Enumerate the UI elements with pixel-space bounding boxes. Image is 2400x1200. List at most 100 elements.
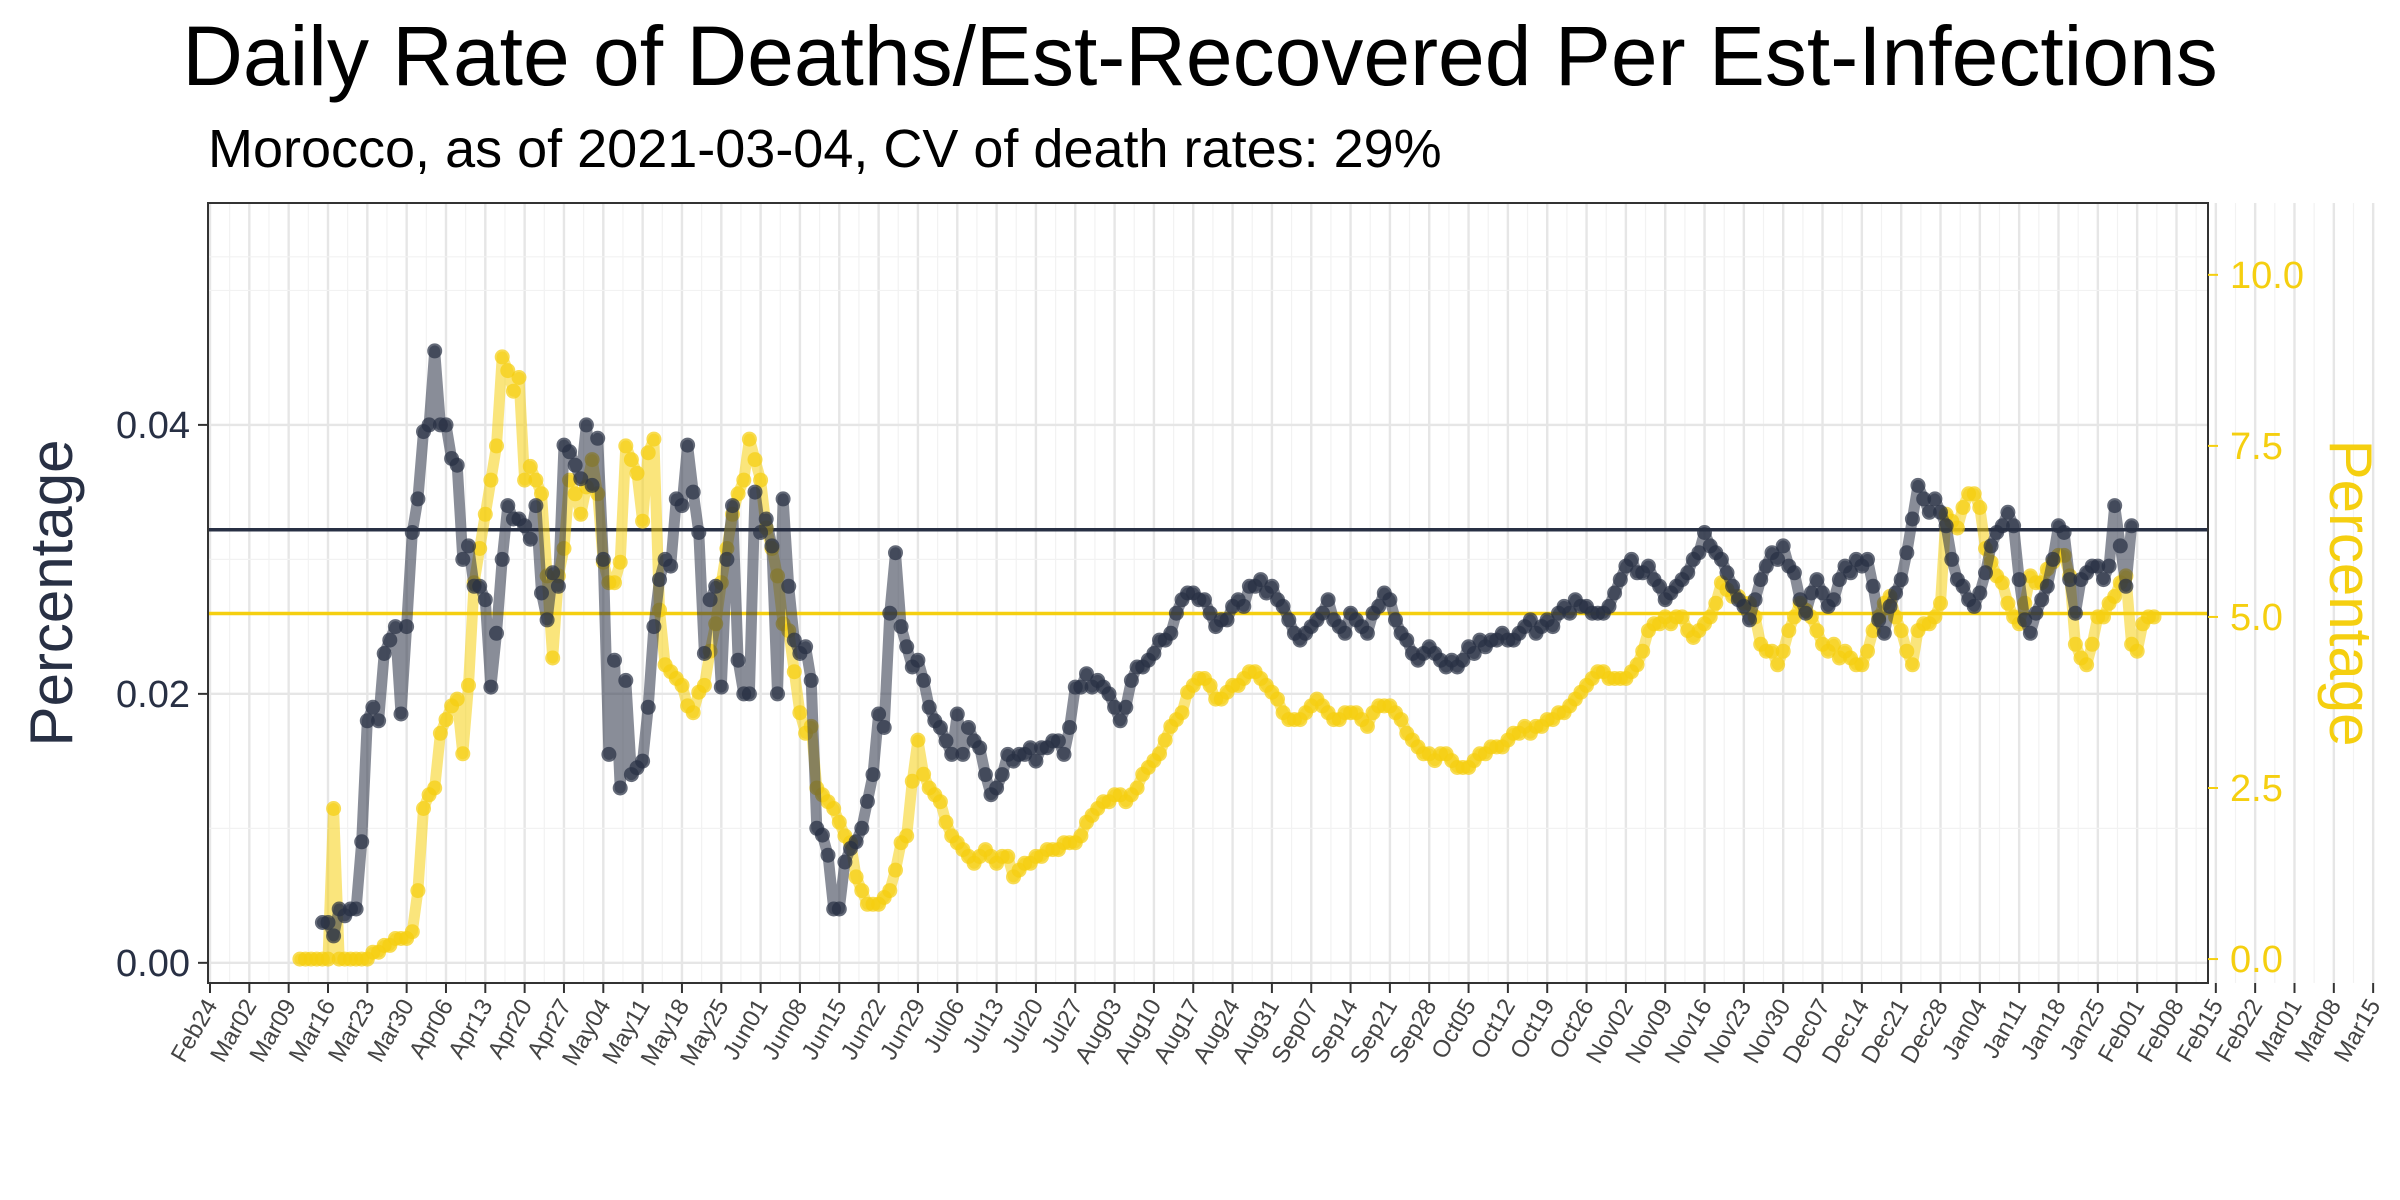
- deaths-data-point: [949, 706, 965, 722]
- y-axis-left-label: Percentage: [18, 440, 85, 747]
- deaths-data-point: [1725, 578, 1741, 594]
- recovered-data-point: [2000, 595, 2016, 611]
- deaths-data-point: [2011, 572, 2027, 588]
- deaths-data-point: [775, 491, 791, 507]
- deaths-data-point: [2096, 572, 2111, 588]
- recovered-data-point: [1770, 657, 1786, 673]
- recovered-data-point: [635, 513, 651, 529]
- recovered-data-point: [646, 431, 662, 447]
- deaths-data-point: [326, 928, 342, 944]
- x-tick-label: Jul13: [958, 995, 1010, 1058]
- deaths-data-point: [1388, 612, 1403, 628]
- recovered-data-point: [1994, 575, 2010, 591]
- deaths-data-point: [1253, 572, 1269, 588]
- deaths-data-point: [691, 525, 707, 540]
- recovered-data-point: [326, 801, 342, 816]
- deaths-data-point: [1168, 605, 1184, 621]
- deaths-data-point: [972, 740, 988, 756]
- recovered-data-point: [573, 506, 589, 522]
- recovered-data-point: [1949, 520, 1965, 536]
- deaths-data-point: [2056, 525, 2072, 540]
- deaths-data-point: [1236, 598, 1252, 614]
- deaths-data-point: [1022, 740, 1038, 756]
- deaths-data-point: [899, 639, 915, 655]
- deaths-data-point: [814, 827, 830, 843]
- recovered-data-point: [612, 554, 628, 570]
- deaths-data-point: [1893, 572, 1909, 588]
- recovered-data-point: [1899, 643, 1915, 659]
- deaths-data-point: [1921, 504, 1937, 520]
- deaths-data-point: [708, 578, 724, 594]
- deaths-data-point: [522, 531, 538, 547]
- recovered-data-point: [1202, 677, 1218, 693]
- deaths-data-point: [786, 632, 802, 648]
- recovered-data-point: [1152, 746, 1167, 762]
- deaths-data-point: [584, 477, 600, 493]
- recovered-data-point: [1786, 609, 1802, 625]
- deaths-data-point: [2101, 558, 2117, 574]
- recovered-data-point: [640, 445, 656, 461]
- deaths-data-point: [910, 652, 926, 668]
- recovered-data-point: [438, 712, 454, 728]
- deaths-data-point: [1933, 504, 1948, 520]
- deaths-data-point: [820, 847, 836, 863]
- deaths-data-point: [404, 525, 420, 540]
- deaths-data-point: [859, 793, 875, 809]
- recovered-data-point: [1359, 718, 1375, 734]
- deaths-data-point: [1399, 632, 1415, 648]
- y-left-tick-label: 0.00: [116, 943, 190, 985]
- recovered-data-point: [517, 472, 533, 488]
- deaths-data-point: [1371, 598, 1387, 614]
- recovered-data-point: [1775, 643, 1791, 659]
- deaths-data-point: [685, 484, 701, 500]
- y-right-tick-label: 0.0: [2230, 939, 2283, 981]
- deaths-data-point: [1888, 585, 1904, 601]
- deaths-data-point: [1197, 592, 1212, 608]
- deaths-data-point: [545, 565, 561, 581]
- deaths-data-point: [1758, 558, 1774, 574]
- deaths-data-point: [1545, 619, 1561, 635]
- deaths-data-point: [696, 646, 712, 661]
- deaths-data-point: [393, 706, 409, 722]
- deaths-data-point: [2090, 558, 2106, 574]
- deaths-data-point: [618, 672, 634, 688]
- deaths-data-point: [1146, 646, 1162, 661]
- deaths-data-point: [1815, 585, 1830, 601]
- deaths-data-point: [741, 686, 757, 702]
- recovered-data-point: [432, 725, 448, 741]
- recovered-data-point: [1674, 609, 1690, 625]
- axes: Feb24Mar02Mar09Mar16Mar23Mar30Apr06Apr13…: [116, 255, 2386, 1071]
- recovered-data-point: [786, 664, 802, 680]
- deaths-data-point: [1112, 713, 1128, 729]
- deaths-data-point: [1062, 720, 1078, 735]
- deaths-data-point: [640, 699, 656, 715]
- deaths-data-point: [1938, 518, 1954, 534]
- recovered-data-point: [494, 349, 510, 365]
- y-left-tick-label: 0.04: [116, 405, 190, 447]
- x-tick-label: Jul06: [918, 995, 970, 1058]
- recovered-data-point: [500, 363, 516, 379]
- y-left-tick-label: 0.02: [116, 674, 190, 716]
- deaths-data-point: [1101, 686, 1117, 702]
- deaths-data-point: [483, 679, 499, 695]
- recovered-data-point: [1157, 732, 1173, 748]
- recovered-data-point: [522, 458, 538, 474]
- recovered-data-point: [1966, 486, 1982, 502]
- y-axis-right-label: Percentage: [2317, 440, 2384, 747]
- deaths-data-point: [798, 639, 814, 655]
- deaths-data-point: [1775, 538, 1791, 554]
- recovered-data-point: [674, 677, 690, 693]
- chart-title: Daily Rate of Deaths/Est-Recovered Per E…: [182, 9, 2218, 103]
- deaths-data-point: [1860, 551, 1875, 567]
- deaths-data-point: [590, 430, 606, 446]
- deaths-data-point: [1719, 565, 1735, 581]
- deaths-data-point: [449, 457, 465, 473]
- deaths-data-point: [1792, 592, 1808, 608]
- recovered-data-point: [1927, 609, 1943, 625]
- deaths-data-point: [961, 720, 976, 735]
- deaths-data-point: [376, 646, 392, 661]
- recovered-data-point: [416, 801, 431, 816]
- deaths-data-point: [702, 592, 718, 608]
- deaths-data-point: [1562, 605, 1578, 621]
- deaths-data-point: [1955, 578, 1971, 594]
